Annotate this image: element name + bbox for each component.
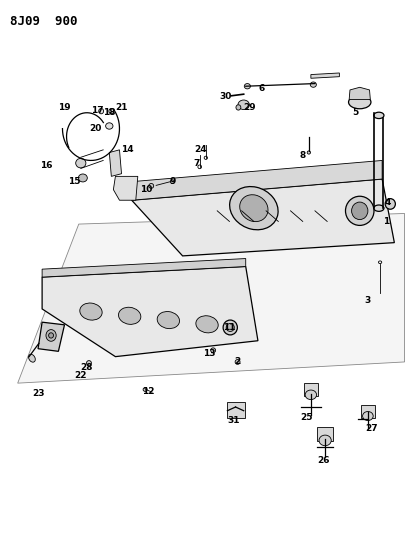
- Text: 23: 23: [32, 389, 44, 398]
- Text: 9: 9: [169, 177, 175, 186]
- Ellipse shape: [345, 196, 373, 225]
- Ellipse shape: [239, 195, 267, 222]
- Text: 5: 5: [352, 108, 358, 117]
- Text: 28: 28: [81, 363, 93, 372]
- Ellipse shape: [234, 360, 239, 365]
- Polygon shape: [310, 73, 339, 78]
- Text: 12: 12: [142, 386, 154, 395]
- Bar: [360, 405, 374, 418]
- Ellipse shape: [304, 390, 316, 400]
- Ellipse shape: [118, 307, 140, 325]
- Ellipse shape: [373, 112, 383, 118]
- Ellipse shape: [196, 316, 218, 333]
- Bar: [316, 426, 333, 441]
- Ellipse shape: [157, 311, 179, 329]
- Polygon shape: [109, 150, 121, 176]
- Text: 27: 27: [365, 424, 378, 433]
- Text: 31: 31: [227, 416, 239, 425]
- Text: 1: 1: [382, 217, 389, 226]
- Ellipse shape: [76, 158, 85, 168]
- Ellipse shape: [384, 199, 394, 209]
- Ellipse shape: [362, 411, 372, 421]
- Text: 15: 15: [68, 177, 81, 186]
- Text: 16: 16: [40, 161, 52, 170]
- Ellipse shape: [226, 324, 234, 332]
- Text: 10: 10: [139, 185, 152, 194]
- Text: 21: 21: [115, 103, 128, 112]
- Ellipse shape: [106, 123, 113, 129]
- Ellipse shape: [237, 100, 249, 110]
- Polygon shape: [131, 160, 381, 200]
- Ellipse shape: [46, 329, 56, 341]
- Ellipse shape: [49, 333, 54, 338]
- Polygon shape: [113, 176, 137, 200]
- Text: 14: 14: [121, 146, 134, 155]
- Text: 11: 11: [222, 323, 235, 332]
- Text: 2: 2: [234, 358, 240, 367]
- Text: 19: 19: [58, 103, 71, 112]
- Polygon shape: [348, 87, 369, 100]
- Polygon shape: [42, 259, 245, 277]
- Bar: [226, 402, 244, 418]
- Text: 17: 17: [90, 106, 103, 115]
- Ellipse shape: [244, 84, 250, 89]
- Text: 25: 25: [300, 413, 312, 422]
- Ellipse shape: [170, 180, 174, 183]
- Ellipse shape: [86, 361, 91, 366]
- Ellipse shape: [210, 348, 215, 353]
- Ellipse shape: [351, 202, 367, 220]
- Ellipse shape: [148, 183, 153, 188]
- Polygon shape: [42, 266, 257, 357]
- Ellipse shape: [29, 354, 35, 362]
- Polygon shape: [131, 179, 393, 256]
- Text: 13: 13: [202, 350, 215, 359]
- Ellipse shape: [143, 387, 147, 391]
- Polygon shape: [38, 322, 64, 351]
- Text: 7: 7: [193, 159, 200, 167]
- Bar: [303, 383, 317, 397]
- Text: 30: 30: [219, 92, 231, 101]
- Ellipse shape: [348, 95, 370, 109]
- Text: 6: 6: [258, 84, 265, 93]
- Ellipse shape: [229, 187, 277, 230]
- Ellipse shape: [99, 109, 103, 114]
- Ellipse shape: [306, 151, 310, 154]
- Text: 18: 18: [103, 108, 115, 117]
- Text: 4: 4: [384, 198, 391, 207]
- Polygon shape: [18, 214, 404, 383]
- Ellipse shape: [310, 82, 316, 87]
- Ellipse shape: [109, 109, 114, 114]
- Ellipse shape: [235, 105, 240, 110]
- Text: 3: 3: [364, 296, 370, 305]
- Ellipse shape: [80, 303, 102, 320]
- Text: 20: 20: [89, 124, 101, 133]
- Text: 29: 29: [243, 103, 256, 112]
- Text: 8J09  900: 8J09 900: [9, 14, 77, 28]
- Ellipse shape: [373, 205, 383, 212]
- Ellipse shape: [318, 435, 330, 446]
- Text: 26: 26: [316, 456, 328, 465]
- Text: 24: 24: [194, 146, 207, 155]
- Ellipse shape: [78, 174, 87, 182]
- Ellipse shape: [222, 320, 237, 335]
- Text: 8: 8: [299, 151, 305, 160]
- Text: 22: 22: [74, 370, 87, 379]
